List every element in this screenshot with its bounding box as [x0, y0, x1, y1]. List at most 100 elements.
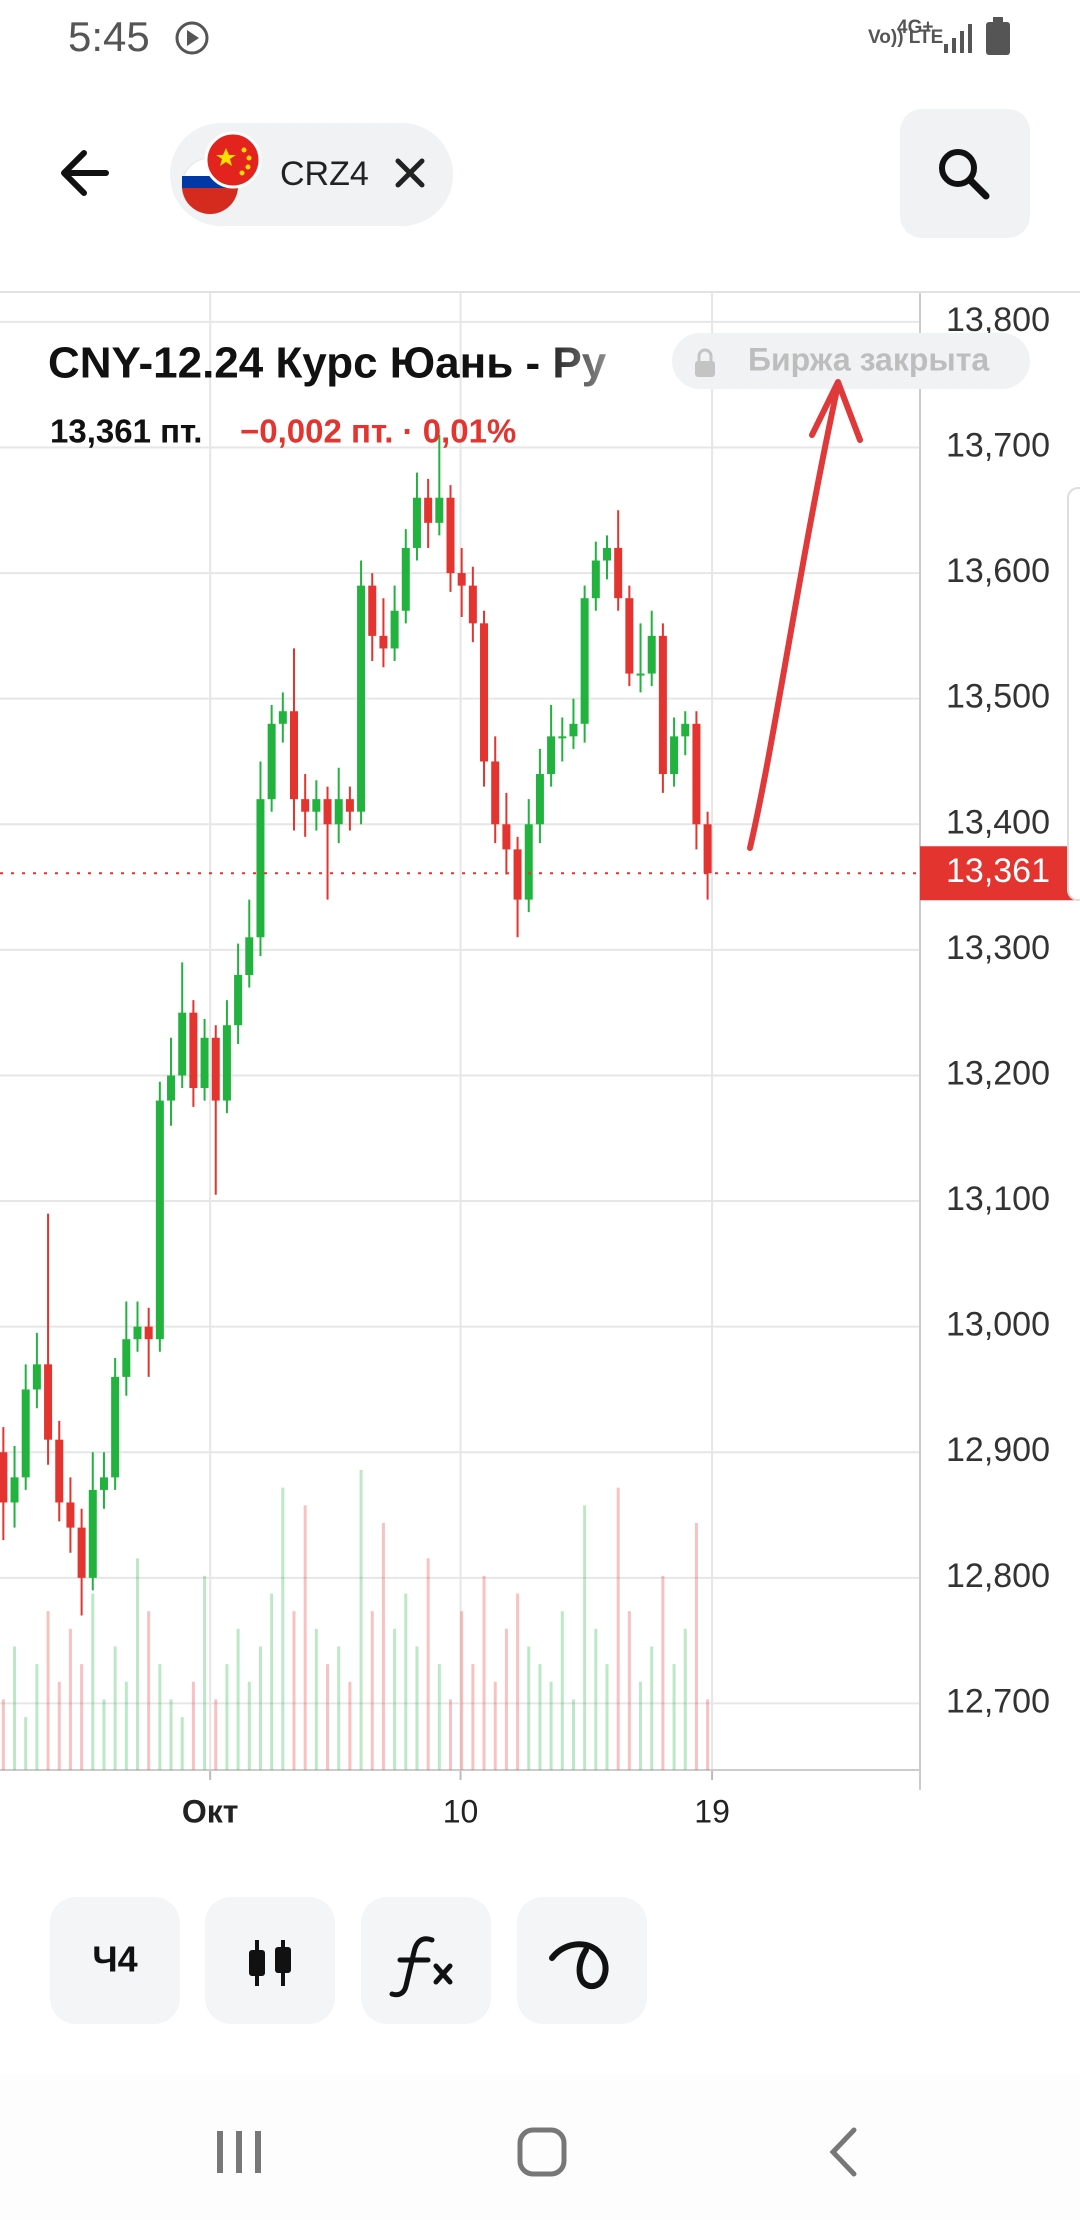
status-text: Биржа закрыта [748, 341, 989, 377]
volume-bar [281, 1487, 285, 1770]
candle-body [480, 623, 489, 762]
candle-body [200, 1037, 209, 1089]
candle-body [77, 1527, 86, 1578]
volume-bar [549, 1681, 553, 1770]
title-fade [540, 330, 670, 400]
volume-bar [359, 1470, 363, 1770]
candle-body [0, 1452, 8, 1503]
change-label: −0,002 пт. · 0,01% [240, 413, 516, 450]
volume-bar [482, 1575, 486, 1770]
volume-bar [102, 1699, 106, 1770]
candle-body [591, 560, 600, 599]
volume-bar [650, 1646, 654, 1770]
status-media-icon [175, 21, 209, 55]
volume-bar [538, 1664, 542, 1770]
candle-body [401, 547, 410, 611]
nav-home[interactable] [517, 2127, 567, 2177]
candle-body [312, 799, 321, 812]
drawing-button[interactable] [517, 1897, 647, 2024]
volume-bar [706, 1699, 710, 1770]
candle-body [446, 497, 455, 574]
candle-body [357, 585, 366, 812]
candle-body [99, 1477, 108, 1490]
candle-body [614, 547, 623, 599]
volume-bar [258, 1646, 262, 1770]
status-badge: Биржа закрыта [672, 333, 1030, 389]
candle-body [334, 799, 343, 825]
search-button[interactable] [900, 109, 1030, 238]
hand-drawn-arrow [747, 379, 863, 851]
chart-type-button[interactable] [205, 1897, 335, 2024]
candle-body [211, 1037, 220, 1101]
volume-bar [169, 1699, 173, 1770]
volume-bar [471, 1664, 475, 1770]
candle-body [647, 635, 656, 674]
status-network: Vo)) LTE [868, 27, 943, 48]
candle-body [602, 547, 611, 561]
nav-bar [0, 2074, 1080, 2220]
candle-body [32, 1364, 41, 1390]
volume-bar [583, 1505, 587, 1770]
candle-body [580, 598, 589, 724]
indicators-button[interactable] [361, 1897, 491, 2024]
candle-body [681, 723, 690, 737]
volume-bar [303, 1505, 307, 1770]
ticker-label: CRZ4 [280, 155, 369, 193]
nav-recent[interactable] [217, 2131, 261, 2173]
volume-bar [370, 1611, 374, 1770]
volume-bar [337, 1646, 341, 1770]
candle-body [256, 799, 265, 938]
candle-body [625, 598, 634, 674]
volume-bar [57, 1681, 61, 1770]
volume-bar [516, 1593, 520, 1770]
side-tab[interactable] [1067, 487, 1080, 901]
status-signal: 4G+ [897, 17, 933, 38]
candle-body [155, 1100, 164, 1340]
volume-bar [460, 1611, 464, 1770]
candle-body [435, 497, 444, 523]
volume-bar [180, 1717, 184, 1770]
candle-body [457, 573, 466, 586]
candle-body [636, 673, 645, 676]
volume-bar [616, 1487, 620, 1770]
nav-back[interactable] [829, 2127, 857, 2177]
volume-bar [393, 1628, 397, 1770]
candle-body [468, 585, 477, 624]
back-button[interactable] [61, 150, 109, 196]
volume-bar [426, 1558, 430, 1770]
candle-body [234, 974, 243, 1026]
candle-body [390, 610, 399, 649]
candle-body [524, 824, 533, 900]
volume-bar [594, 1628, 598, 1770]
volume-bar [571, 1699, 575, 1770]
interval-button[interactable]: Ч4 [50, 1897, 180, 2024]
candle-body [267, 723, 276, 800]
volume-bar [236, 1628, 240, 1770]
candle-body [558, 736, 567, 739]
x-tick-label: 10 [443, 1793, 479, 1829]
y-tick-label: 13,300 [946, 929, 1050, 967]
volume-bar [560, 1611, 564, 1770]
candle-body [245, 937, 254, 975]
volume-bar [627, 1611, 631, 1770]
volume-bar [113, 1646, 117, 1770]
y-tick-label: 13,100 [946, 1180, 1050, 1218]
interval-label: Ч4 [92, 1939, 137, 1980]
last-price-tag [920, 846, 1080, 901]
volume-bar [203, 1575, 207, 1770]
volume-bar [448, 1699, 452, 1770]
volume-bar [214, 1699, 218, 1770]
volume-bar [661, 1575, 665, 1770]
volume-bar [191, 1681, 195, 1770]
status-time: 5:45 [68, 13, 150, 60]
volume-bar [639, 1681, 643, 1770]
volume-bar [247, 1681, 251, 1770]
chart: 12,700 12,800 12,900 13,000 13,100 13,200 13,3… [0, 293, 1080, 1829]
ticker-chip[interactable]: CRZ4 [170, 123, 453, 226]
volume-bar [314, 1628, 318, 1770]
y-tick-label: 13,700 [946, 426, 1050, 464]
candle-body [345, 799, 354, 812]
volume-bar [68, 1628, 72, 1770]
candle-body [10, 1477, 19, 1503]
volume-bar [292, 1611, 296, 1770]
